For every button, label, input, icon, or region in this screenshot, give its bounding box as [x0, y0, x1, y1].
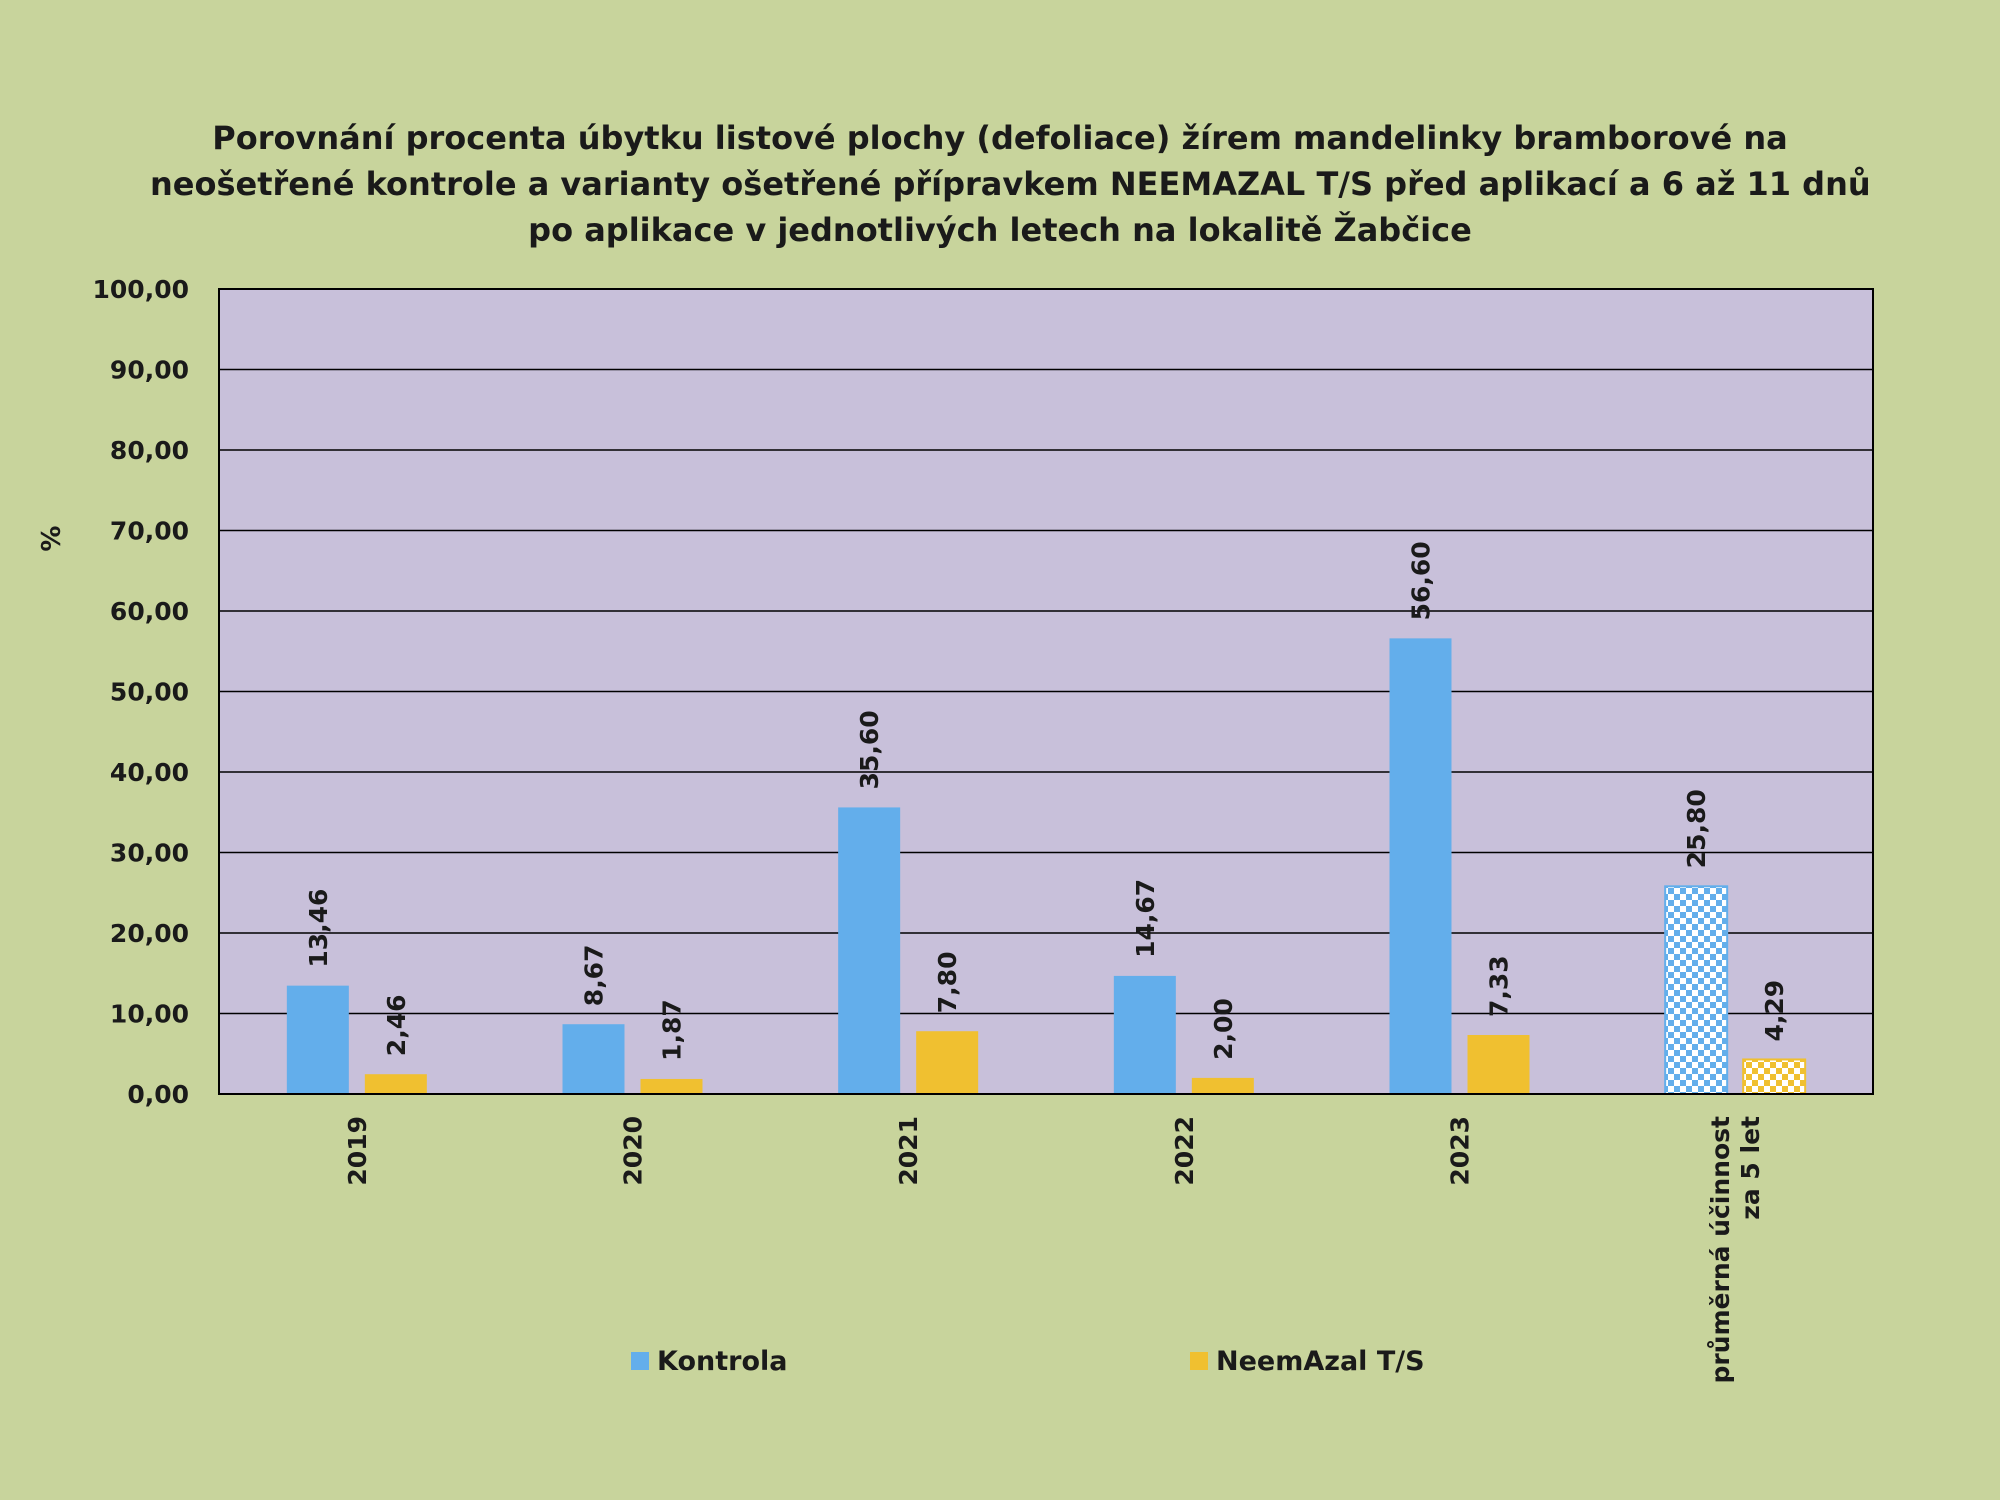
data-label: 8,67	[580, 945, 609, 1007]
bar-kontrola	[562, 1024, 625, 1094]
data-label: 13,46	[304, 889, 333, 968]
bar-neemazal	[1467, 1034, 1530, 1094]
y-tick-label: 100,00	[93, 275, 189, 304]
legend-swatch-kontrola	[631, 1352, 649, 1370]
x-category-label: 2021	[894, 1116, 923, 1186]
y-tick-label: 70,00	[110, 517, 189, 546]
data-label: 2,00	[1209, 998, 1238, 1060]
bar-kontrola	[286, 985, 349, 1094]
y-tick-label: 40,00	[110, 758, 189, 787]
x-category-label: 2020	[619, 1116, 648, 1186]
legend-swatch-neemazal	[1190, 1352, 1208, 1370]
y-tick-label: 0,00	[127, 1080, 189, 1109]
x-category-label: za 5 let	[1736, 1116, 1765, 1220]
data-label: 35,60	[855, 710, 884, 789]
y-tick-label: 90,00	[110, 356, 189, 385]
chart-title-line-3: po aplikace v jednotlivých letech na lok…	[528, 211, 1472, 249]
y-tick-label: 20,00	[110, 919, 189, 948]
data-label: 25,80	[1682, 789, 1711, 868]
bar-kontrola	[1113, 975, 1176, 1094]
data-label: 1,87	[658, 999, 687, 1061]
y-tick-label: 60,00	[110, 597, 189, 626]
legend: Kontrola NeemAzal T/S	[631, 1346, 1425, 1377]
data-label: 2,46	[382, 995, 411, 1057]
bar-neemazal	[364, 1074, 427, 1094]
bar-neemazal	[640, 1078, 703, 1094]
bars	[286, 638, 1807, 1095]
x-category-label: 2019	[343, 1116, 372, 1186]
x-category-label: 2022	[1170, 1116, 1199, 1186]
bar-kontrola	[1664, 885, 1729, 1095]
bar-kontrola	[1389, 638, 1452, 1094]
bar-neemazal	[916, 1031, 979, 1094]
y-tick-label: 30,00	[110, 839, 189, 868]
data-label: 14,67	[1131, 879, 1160, 958]
data-label: 7,33	[1485, 955, 1514, 1017]
data-label: 4,29	[1760, 980, 1789, 1042]
y-axis-label: %	[37, 526, 67, 552]
bar-neemazal	[1191, 1077, 1254, 1094]
chart-title-line-1: Porovnání procenta úbytku listové plochy…	[212, 119, 1788, 157]
y-tick-label: 80,00	[110, 436, 189, 465]
x-axis-category-labels: 2019 2020 2021 2022 2023 průměrná účinnost za …	[343, 1116, 1765, 1384]
y-tick-label: 50,00	[110, 678, 189, 707]
bar-neemazal	[1742, 1058, 1807, 1095]
bar-kontrola	[838, 807, 901, 1094]
data-labels: 13,46 2,46 8,67 1,87 35,60 7,80 14,67 2,00 56,60…	[304, 541, 1789, 1061]
y-axis-ticks: 0,00 10,00 20,00 30,00 40,00 50,00 60,00 70,00 8…	[93, 275, 189, 1109]
legend-label-neemazal: NeemAzal T/S	[1216, 1346, 1425, 1377]
data-label: 7,80	[933, 952, 962, 1014]
x-category-label: průměrná účinnost	[1706, 1116, 1735, 1384]
x-category-label: 2023	[1446, 1116, 1475, 1186]
chart-title-line-2: neošetřené kontrole a varianty ošetřené …	[150, 165, 1871, 203]
plot-border	[218, 288, 1874, 1095]
y-tick-label: 10,00	[110, 1000, 189, 1029]
legend-label-kontrola: Kontrola	[657, 1346, 787, 1377]
chart-title: Porovnání procenta úbytku listové plochy…	[150, 115, 1871, 253]
data-label: 56,60	[1407, 541, 1436, 620]
